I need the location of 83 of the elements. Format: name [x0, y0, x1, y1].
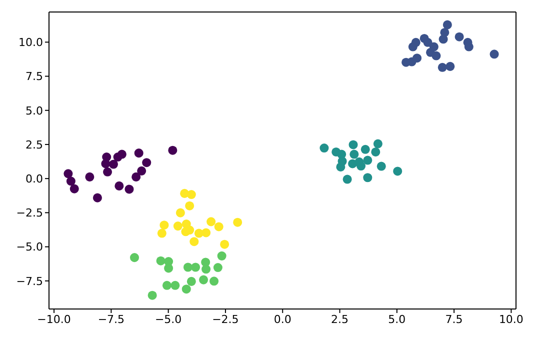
point — [423, 38, 432, 47]
point — [170, 280, 180, 290]
x-tick-label: 10.0 — [498, 312, 524, 326]
point — [336, 162, 346, 172]
point — [101, 159, 110, 168]
x-tick-label: 7.5 — [445, 312, 463, 326]
point — [356, 162, 366, 171]
point — [160, 220, 169, 230]
point — [199, 275, 208, 284]
x-tick-label: 5.0 — [388, 312, 406, 326]
point — [348, 140, 358, 150]
point — [202, 264, 211, 274]
x-tick-label: 0.0 — [274, 312, 292, 326]
point — [217, 251, 226, 260]
x-tick-label: −7.5 — [98, 312, 125, 326]
point — [442, 20, 452, 30]
point — [114, 181, 124, 190]
point — [162, 280, 172, 290]
point — [440, 28, 450, 37]
x-tick-label: −10.0 — [37, 312, 71, 326]
point — [70, 184, 79, 194]
y-tick-label: 0.0 — [26, 172, 43, 186]
point — [117, 150, 126, 159]
x-tick-label: −2.5 — [212, 312, 239, 326]
x-tick-label: 2.5 — [331, 312, 349, 326]
point — [190, 237, 199, 246]
point — [213, 263, 222, 272]
point — [320, 144, 329, 153]
point — [183, 262, 192, 272]
point — [156, 256, 166, 266]
point — [393, 166, 402, 176]
point — [233, 218, 242, 227]
point — [92, 193, 102, 202]
point — [350, 150, 359, 159]
y-tick-label: 2.5 — [26, 138, 43, 152]
y-tick-label: 7.5 — [26, 70, 43, 84]
point — [85, 172, 94, 182]
point — [438, 62, 447, 72]
point — [186, 276, 196, 286]
point — [371, 147, 380, 156]
point — [412, 54, 422, 63]
point — [373, 139, 382, 148]
y-tick-label: −2.5 — [16, 206, 43, 220]
point — [182, 284, 191, 294]
point — [148, 290, 157, 300]
point — [342, 174, 352, 184]
y-tick-label: 10.0 — [18, 36, 43, 50]
point — [202, 228, 211, 238]
point — [132, 172, 141, 182]
point — [490, 50, 499, 59]
point — [376, 162, 386, 171]
point — [454, 32, 464, 42]
point — [108, 160, 118, 169]
point — [363, 173, 372, 182]
point — [363, 156, 372, 165]
x-tick-label: −5.0 — [154, 312, 182, 326]
point — [206, 217, 216, 226]
point — [157, 228, 166, 238]
point — [134, 148, 144, 158]
y-tick-label: −7.5 — [16, 274, 43, 288]
point — [173, 222, 182, 231]
point — [191, 262, 200, 272]
point — [432, 51, 441, 60]
point — [142, 158, 152, 168]
point — [168, 146, 178, 155]
y-tick-label: −5.0 — [16, 240, 43, 254]
point — [130, 253, 140, 262]
point — [214, 222, 224, 232]
point — [124, 184, 134, 194]
point — [164, 264, 174, 273]
point — [446, 62, 455, 71]
point — [186, 190, 196, 200]
point — [103, 167, 112, 176]
point — [66, 176, 76, 186]
point — [185, 201, 194, 210]
point — [360, 144, 370, 154]
point — [220, 240, 230, 249]
point — [176, 208, 185, 218]
y-tick-label: 5.0 — [26, 104, 43, 118]
point — [411, 38, 420, 47]
point — [64, 169, 73, 178]
point — [210, 276, 219, 286]
point — [137, 166, 146, 176]
